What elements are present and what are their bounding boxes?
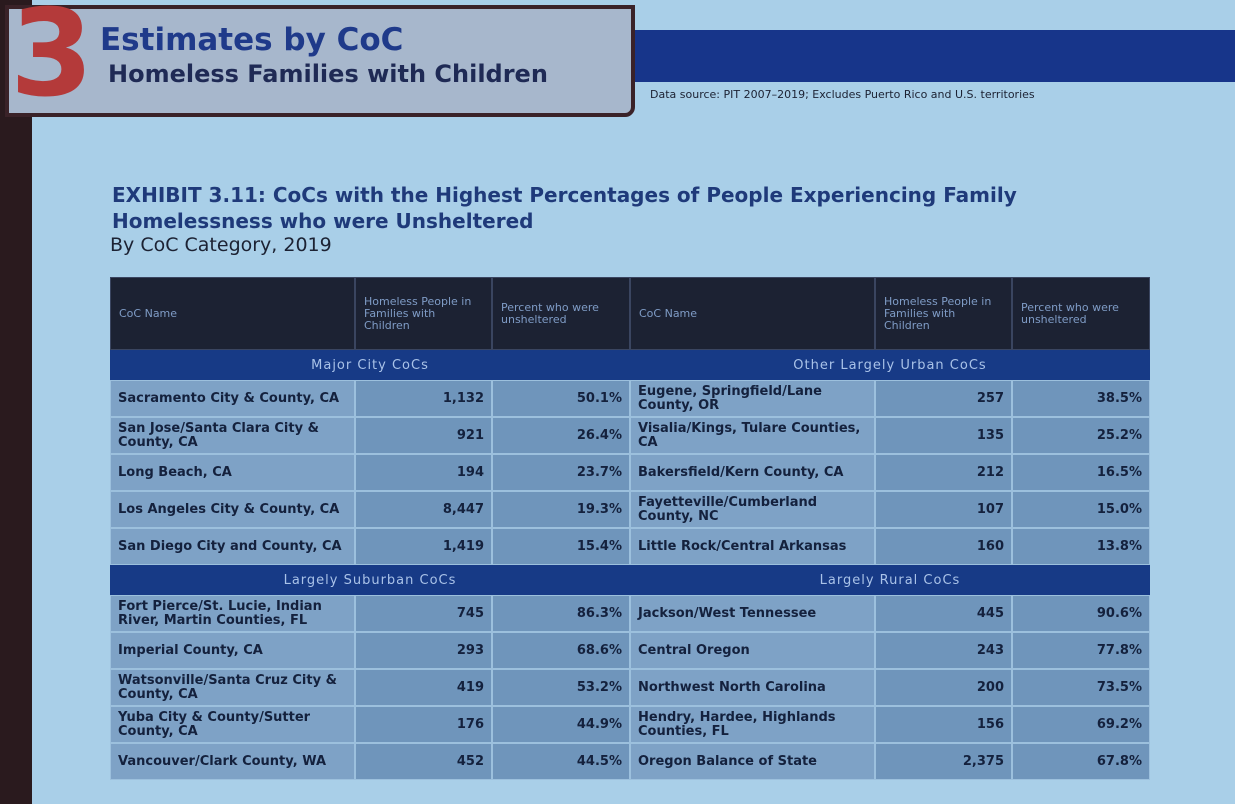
number-cell: 921 bbox=[355, 417, 492, 454]
name-cell: Northwest North Carolina bbox=[630, 669, 875, 706]
name-cell: Oregon Balance of State bbox=[630, 743, 875, 780]
header-subtitle: Homeless Families with Children bbox=[108, 60, 548, 88]
header-title: Estimates by CoC bbox=[100, 22, 403, 58]
number-cell: 67.8% bbox=[1012, 743, 1150, 780]
column-header: Percent who were unsheltered bbox=[1012, 277, 1150, 350]
name-cell: Long Beach, CA bbox=[110, 454, 355, 491]
name-cell: Jackson/West Tennessee bbox=[630, 595, 875, 632]
name-cell: Vancouver/Clark County, WA bbox=[110, 743, 355, 780]
number-cell: 160 bbox=[875, 528, 1012, 565]
column-header: Percent who were unsheltered bbox=[492, 277, 630, 350]
number-cell: 68.6% bbox=[492, 632, 630, 669]
number-cell: 194 bbox=[355, 454, 492, 491]
section-header: Largely Rural CoCs bbox=[630, 565, 1150, 595]
name-cell: Central Oregon bbox=[630, 632, 875, 669]
number-cell: 107 bbox=[875, 491, 1012, 528]
data-source: Data source: PIT 2007–2019; Excludes Pue… bbox=[650, 88, 1035, 101]
number-cell: 200 bbox=[875, 669, 1012, 706]
number-cell: 2,375 bbox=[875, 743, 1012, 780]
number-cell: 13.8% bbox=[1012, 528, 1150, 565]
number-cell: 445 bbox=[875, 595, 1012, 632]
number-cell: 90.6% bbox=[1012, 595, 1150, 632]
section-header: Largely Suburban CoCs bbox=[110, 565, 630, 595]
number-cell: 15.0% bbox=[1012, 491, 1150, 528]
number-cell: 176 bbox=[355, 706, 492, 743]
section-header: Other Largely Urban CoCs bbox=[630, 350, 1150, 380]
section-header: Major City CoCs bbox=[110, 350, 630, 380]
column-header: CoC Name bbox=[110, 277, 355, 350]
number-cell: 50.1% bbox=[492, 380, 630, 417]
number-cell: 86.3% bbox=[492, 595, 630, 632]
name-cell: San Diego City and County, CA bbox=[110, 528, 355, 565]
number-cell: 44.9% bbox=[492, 706, 630, 743]
name-cell: Little Rock/Central Arkansas bbox=[630, 528, 875, 565]
name-cell: Hendry, Hardee, Highlands Counties, FL bbox=[630, 706, 875, 743]
header-band bbox=[635, 30, 1235, 82]
number-cell: 38.5% bbox=[1012, 380, 1150, 417]
name-cell: Fayetteville/Cumberland County, NC bbox=[630, 491, 875, 528]
number-cell: 15.4% bbox=[492, 528, 630, 565]
number-cell: 77.8% bbox=[1012, 632, 1150, 669]
column-header: Homeless People in Families with Childre… bbox=[355, 277, 492, 350]
number-cell: 8,447 bbox=[355, 491, 492, 528]
name-cell: San Jose/Santa Clara City & County, CA bbox=[110, 417, 355, 454]
number-cell: 452 bbox=[355, 743, 492, 780]
number-cell: 156 bbox=[875, 706, 1012, 743]
name-cell: Yuba City & County/Sutter County, CA bbox=[110, 706, 355, 743]
number-cell: 23.7% bbox=[492, 454, 630, 491]
name-cell: Visalia/Kings, Tulare Counties, CA bbox=[630, 417, 875, 454]
name-cell: Watsonville/Santa Cruz City & County, CA bbox=[110, 669, 355, 706]
number-cell: 745 bbox=[355, 595, 492, 632]
number-cell: 1,419 bbox=[355, 528, 492, 565]
number-cell: 16.5% bbox=[1012, 454, 1150, 491]
exhibit-title: EXHIBIT 3.11: CoCs with the Highest Perc… bbox=[112, 182, 1072, 234]
number-cell: 25.2% bbox=[1012, 417, 1150, 454]
name-cell: Imperial County, CA bbox=[110, 632, 355, 669]
number-cell: 53.2% bbox=[492, 669, 630, 706]
number-cell: 419 bbox=[355, 669, 492, 706]
column-header: CoC Name bbox=[630, 277, 875, 350]
name-cell: Fort Pierce/St. Lucie, Indian River, Mar… bbox=[110, 595, 355, 632]
section-number: 3 bbox=[10, 0, 94, 120]
number-cell: 1,132 bbox=[355, 380, 492, 417]
page: 3 Estimates by CoC Homeless Families wit… bbox=[0, 0, 1235, 804]
number-cell: 243 bbox=[875, 632, 1012, 669]
number-cell: 257 bbox=[875, 380, 1012, 417]
number-cell: 44.5% bbox=[492, 743, 630, 780]
name-cell: Eugene, Springfield/Lane County, OR bbox=[630, 380, 875, 417]
column-header: Homeless People in Families with Childre… bbox=[875, 277, 1012, 350]
number-cell: 19.3% bbox=[492, 491, 630, 528]
name-cell: Los Angeles City & County, CA bbox=[110, 491, 355, 528]
name-cell: Sacramento City & County, CA bbox=[110, 380, 355, 417]
number-cell: 293 bbox=[355, 632, 492, 669]
number-cell: 26.4% bbox=[492, 417, 630, 454]
number-cell: 73.5% bbox=[1012, 669, 1150, 706]
number-cell: 135 bbox=[875, 417, 1012, 454]
name-cell: Bakersfield/Kern County, CA bbox=[630, 454, 875, 491]
number-cell: 69.2% bbox=[1012, 706, 1150, 743]
exhibit-subtitle: By CoC Category, 2019 bbox=[110, 234, 332, 256]
number-cell: 212 bbox=[875, 454, 1012, 491]
